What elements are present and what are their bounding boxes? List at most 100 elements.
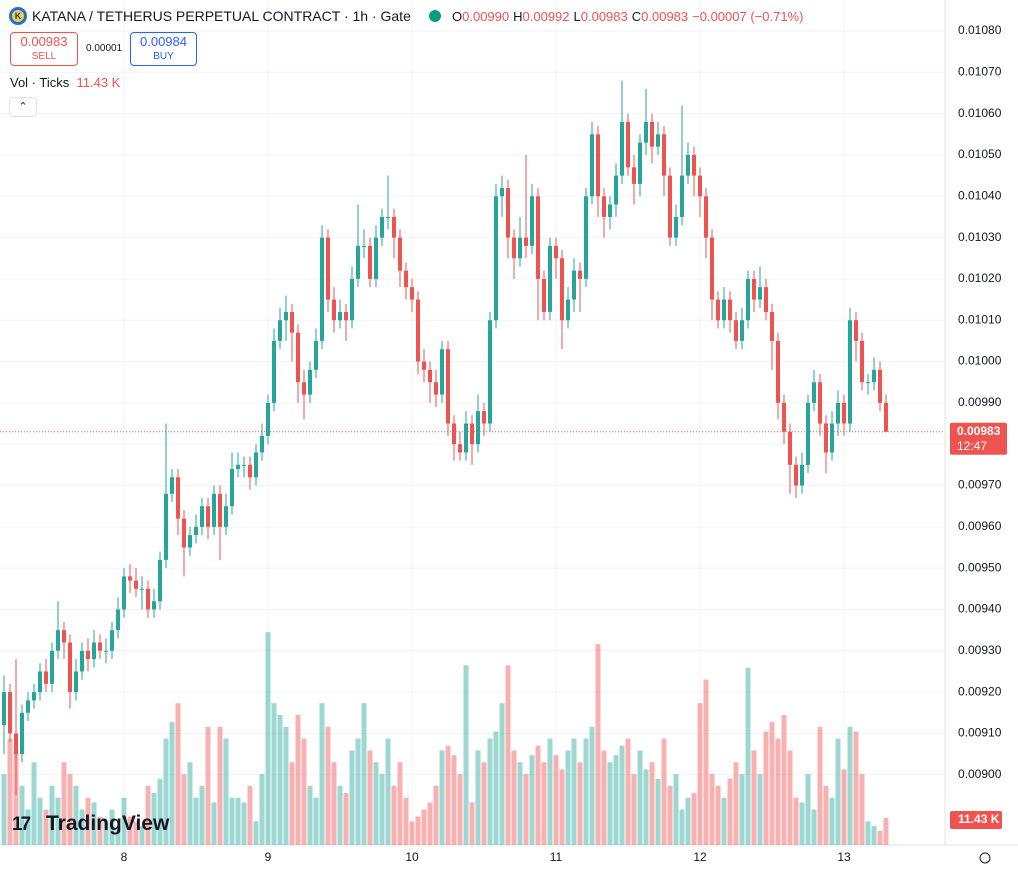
candle-body xyxy=(254,452,258,478)
x-tick-label: 9 xyxy=(265,850,272,864)
buy-price: 0.00984 xyxy=(140,34,187,49)
candle-body xyxy=(158,559,162,602)
candle-body xyxy=(398,237,402,271)
candle-body xyxy=(644,121,648,143)
candle-body xyxy=(842,402,846,424)
candle-body xyxy=(608,204,612,217)
candle-body xyxy=(308,369,312,395)
candle-body xyxy=(26,700,30,713)
price-tag-label: 0.00983 xyxy=(957,424,1001,438)
y-tick-label: 0.00930 xyxy=(958,643,1002,657)
y-tick-label: 0.01000 xyxy=(958,354,1002,368)
candle-body xyxy=(746,278,750,321)
candle-body xyxy=(128,576,132,581)
volume-bar xyxy=(553,755,559,845)
candle-body xyxy=(452,423,456,445)
volume-bar xyxy=(259,774,265,845)
candle-body xyxy=(836,402,840,424)
volume-bar xyxy=(799,802,805,845)
settings-icon[interactable] xyxy=(979,852,991,864)
candle-body xyxy=(494,196,498,321)
volume-bar xyxy=(865,821,871,845)
volume-bar xyxy=(385,738,391,845)
sell-button[interactable]: 0.00983 SELL xyxy=(10,32,78,66)
symbol-icon: K xyxy=(9,7,27,25)
candle-body xyxy=(692,154,696,176)
candle-body xyxy=(266,402,270,436)
candle-body xyxy=(548,245,552,312)
candle-body xyxy=(236,464,240,469)
volume-bar xyxy=(679,809,685,845)
y-tick-label: 0.00940 xyxy=(958,602,1002,616)
candle-body xyxy=(752,278,756,300)
candle-body xyxy=(38,671,42,693)
volume-bar xyxy=(691,793,697,845)
spread: 0.00001 xyxy=(86,43,123,54)
volume-bar xyxy=(127,816,133,845)
volume-bar xyxy=(133,821,139,845)
y-tick-label: 0.01020 xyxy=(958,271,1002,285)
volume-bar xyxy=(25,809,31,845)
candle-body xyxy=(824,423,828,453)
logo: 17 TradingView xyxy=(12,812,169,836)
sell-price: 0.00983 xyxy=(20,34,68,49)
volume-bar xyxy=(43,809,49,845)
volume-bar xyxy=(409,821,415,845)
candle-body xyxy=(626,121,630,168)
volume-bar xyxy=(157,778,163,845)
candle-body xyxy=(596,134,600,197)
candle-body xyxy=(578,270,582,279)
ohlc-legend: O0.00990 H0.00992 L0.00983 C0.00983 −0.00007… xyxy=(452,9,803,24)
candle-body xyxy=(20,712,24,755)
volume-bar xyxy=(313,797,319,845)
candle-body xyxy=(338,311,342,321)
volume-bar xyxy=(751,750,757,845)
volume-bar xyxy=(175,703,181,845)
candle-body xyxy=(662,134,666,176)
candle-body xyxy=(284,311,288,321)
volume-bar xyxy=(745,667,751,845)
y-tick-label: 0.01030 xyxy=(958,230,1002,244)
x-tick-label: 8 xyxy=(121,850,128,864)
volume-bar xyxy=(493,731,499,845)
candle-body xyxy=(428,369,432,383)
candle-body xyxy=(884,402,888,432)
buy-button[interactable]: 0.00984 BUY xyxy=(130,32,197,66)
volume-bar xyxy=(859,774,865,845)
volume-legend-value: 11.43 K xyxy=(76,75,121,90)
volume-bar xyxy=(697,703,703,845)
volume-bar xyxy=(877,830,883,845)
candle-body xyxy=(860,340,864,383)
x-tick-label: 11 xyxy=(550,850,563,864)
candle-body xyxy=(518,237,522,259)
change: −0.00007 (−0.71%) xyxy=(692,9,804,24)
volume-bar xyxy=(565,750,571,845)
countdown: 12:47 xyxy=(957,439,987,453)
candle-body xyxy=(728,299,732,321)
x-tick-label: 10 xyxy=(405,850,419,864)
candle-body xyxy=(416,299,420,362)
volume-bar xyxy=(643,769,649,845)
volume-bar xyxy=(541,762,547,845)
volume-bar xyxy=(319,703,325,845)
volume-bar xyxy=(67,774,73,845)
collapse-button[interactable]: ⌃ xyxy=(9,97,37,117)
candle-body xyxy=(686,154,690,176)
volume-bar xyxy=(61,762,67,845)
volume-bar xyxy=(727,778,733,845)
candle-body xyxy=(62,630,66,643)
candle-body xyxy=(218,493,222,527)
candle-body xyxy=(716,299,720,321)
volume-bar xyxy=(823,785,829,845)
candle-body xyxy=(470,423,474,445)
volume-bar xyxy=(247,785,253,845)
candle-body xyxy=(50,650,54,684)
volume-bar xyxy=(685,797,691,845)
volume-bar xyxy=(433,785,439,845)
candle-body xyxy=(206,506,210,527)
volume-bar xyxy=(775,738,781,845)
candle-body xyxy=(230,468,234,507)
candle-body xyxy=(56,630,60,651)
candle-body xyxy=(674,216,678,238)
candle-body xyxy=(542,278,546,312)
